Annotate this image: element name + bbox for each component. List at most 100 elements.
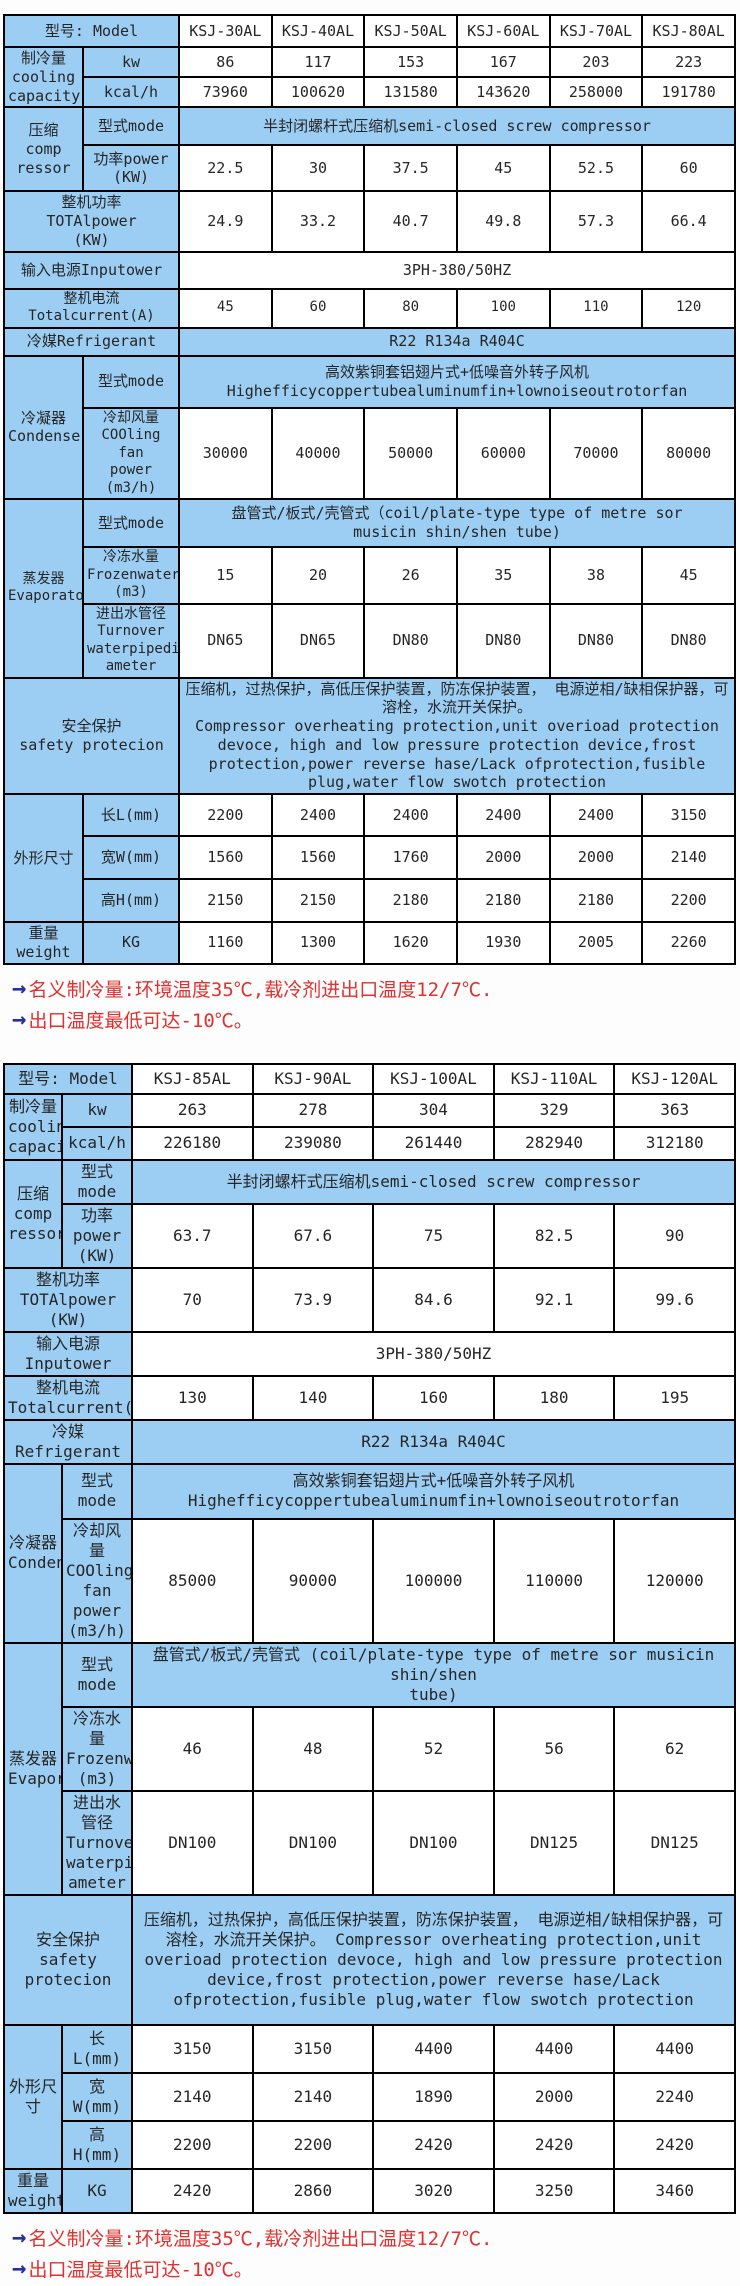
value-cell: 1160 <box>178 921 273 965</box>
model-name-cell: KSJ-80AL <box>641 14 736 48</box>
table-row: 蒸发器 Evaporator 型式mode 盘管式/板式/壳管式 (coil/p… <box>3 1641 736 1896</box>
value-cell: 2200 <box>178 793 273 837</box>
value-cell: 2200 <box>131 2119 254 2170</box>
table-row: 输入电源Inputower 3PH-380/50HZ <box>3 1330 736 1377</box>
value-cell: 3150 <box>641 793 736 837</box>
value-cell: 73.9 <box>251 1266 375 1333</box>
value-cell: 24.9 <box>178 190 273 253</box>
table-row: 重量weight KG 2420 2860 3020 3250 3460 <box>3 2167 736 2214</box>
model-name-cell: KSJ-120AL <box>613 1062 736 1095</box>
table-row: 冷冻水量 Frozenwater (m3) 46 48 52 56 62 <box>4 1705 736 1792</box>
value-cell: 4400 <box>492 2023 616 2074</box>
value-cell: 2860 <box>251 2167 375 2214</box>
value-cell: 40000 <box>270 406 366 500</box>
value-cell: 3460 <box>613 2167 736 2214</box>
table-row: 整机电流Totalcurrent(A) 130 140 160 180 195 <box>3 1374 736 1421</box>
value-cell: 2000 <box>455 835 551 880</box>
row-label-cell: 蒸发器 Evaporator <box>3 498 84 679</box>
table-row: 进出水管径 Turnover waterpipedi ameter DN65 D… <box>4 602 736 679</box>
table-row: 外形尺寸 长L(mm) 2200 2400 2400 2400 2400 315… <box>3 793 736 923</box>
row-label-cell: 冷媒Refrigerant <box>3 326 180 357</box>
value-cell: 86 <box>178 45 273 79</box>
value-cell: 2260 <box>641 921 736 965</box>
table-row: 整机功率 TOTAlpower (KW) 24.9 33.2 40.7 49.8… <box>3 190 736 253</box>
arrow-icon: → <box>12 974 27 1002</box>
value-cell: 2400 <box>270 793 366 837</box>
value-cell: 3PH-380/50HZ <box>131 1330 736 1377</box>
value-cell: 2000 <box>492 2071 616 2122</box>
model-name-cell: KSJ-100AL <box>372 1062 495 1095</box>
row-label-cell: 蒸发器 Evaporator <box>3 1641 63 1896</box>
table-row: 宽W(mm) 2140 2140 1890 2000 2240 <box>4 2071 736 2122</box>
value-cell: DN65 <box>178 602 273 679</box>
sub-label-cell: 宽W(mm) <box>82 835 180 880</box>
value-cell: DN80 <box>548 602 644 679</box>
value-cell: 1620 <box>363 921 458 965</box>
value-cell: 48 <box>251 1705 375 1792</box>
value-cell: 2140 <box>131 2071 254 2122</box>
value-cell: 100620 <box>270 76 366 109</box>
value-cell: 263 <box>131 1092 254 1128</box>
value-cell: DN125 <box>613 1789 736 1896</box>
value-cell: 2420 <box>492 2119 616 2170</box>
model-name-cell: KSJ-60AL <box>455 14 551 48</box>
value-cell: 2150 <box>270 878 366 923</box>
arrow-icon: → <box>12 1005 27 1033</box>
value-cell: 70 <box>131 1266 254 1333</box>
value-cell: 2180 <box>548 878 644 923</box>
table-row: 高H(mm) 2200 2200 2420 2420 2420 <box>4 2119 736 2170</box>
value-cell: 26 <box>363 546 458 605</box>
table-row: 输入电源Inputower 3PH-380/50HZ <box>3 250 736 290</box>
value-cell: 73960 <box>178 76 273 109</box>
row-label-cell: 冷凝器 Condenser <box>3 1462 63 1644</box>
value-cell: 90000 <box>251 1517 375 1644</box>
row-label-cell: 输入电源Inputower <box>3 1330 133 1377</box>
value-cell: 2005 <box>548 921 644 965</box>
value-cell: 226180 <box>131 1125 254 1161</box>
value-cell: 40.7 <box>363 190 458 253</box>
value-cell: 153 <box>363 45 458 79</box>
note-text: 名义制冷量:环境温度35℃,载冷剂进出口温度12/7℃. <box>28 978 493 1001</box>
value-cell: 高效紫铜套铝翅片式+低噪音外转子风机 Highefficycoppertubea… <box>178 354 736 409</box>
sub-label-cell: 宽W(mm) <box>61 2071 133 2122</box>
row-label-cell: 输入电源Inputower <box>3 250 180 290</box>
value-cell: DN80 <box>455 602 551 679</box>
table-row: 冷媒Refrigerant R22 R134a R404C <box>3 326 736 357</box>
value-cell: 92.1 <box>492 1266 616 1333</box>
value-cell: R22 R134a R404C <box>178 326 736 357</box>
sub-label-cell: KG <box>82 921 180 965</box>
row-label-cell: 冷凝器 Condenser <box>3 354 84 500</box>
row-label-cell: 重量weight <box>3 2167 63 2214</box>
sub-label-cell: 型式mode <box>61 1462 133 1520</box>
table-row: 功率power (KW) 63.7 67.6 75 82.5 90 <box>4 1202 736 1269</box>
value-cell: 60 <box>641 144 736 193</box>
sub-label-cell: 型式mode <box>82 354 180 409</box>
value-cell: 35 <box>455 546 551 605</box>
note-text: 出口温度最低可达-10℃。 <box>28 2258 253 2281</box>
arrow-icon: → <box>12 2254 27 2282</box>
sub-label-cell: 长L(mm) <box>61 2023 133 2074</box>
value-cell: 84.6 <box>372 1266 495 1333</box>
row-label-cell: 重量weight <box>3 921 84 965</box>
table-row: 冷却风量 COOling fan power (m3/h) 30000 4000… <box>4 406 736 500</box>
value-cell: 85000 <box>131 1517 254 1644</box>
value-cell: 56 <box>492 1705 616 1792</box>
value-cell: 3150 <box>131 2023 254 2074</box>
sub-label-cell: 功率power (KW) <box>82 144 180 193</box>
table-row: 重量weight KG 1160 1300 1620 1930 2005 226… <box>3 921 736 965</box>
value-cell: 37.5 <box>363 144 458 193</box>
model-header-cell: 型号: Model <box>3 14 180 48</box>
value-cell: 1560 <box>270 835 366 880</box>
row-label-cell: 制冷量 cooling capacity <box>3 45 84 109</box>
value-cell: 压缩机，过热保护，高低压保护装置，防冻保护装置， 电源逆相/缺相保护器，可溶栓，… <box>178 676 736 795</box>
sub-label-cell: 进出水管径 Turnover waterpipedi ameter <box>82 602 180 679</box>
value-cell: 2240 <box>613 2071 736 2122</box>
model-name-cell: KSJ-40AL <box>270 14 366 48</box>
value-cell: 盘管式/板式/壳管式 (coil/plate-type type of metr… <box>131 1641 736 1708</box>
row-label-cell: 外形尺寸 <box>3 2023 63 2170</box>
value-cell: 4400 <box>613 2023 736 2074</box>
value-cell: 52 <box>372 1705 495 1792</box>
table-row: kcal/h 226180 239080 261440 282940 31218… <box>4 1125 736 1161</box>
model-name-cell: KSJ-70AL <box>548 14 644 48</box>
